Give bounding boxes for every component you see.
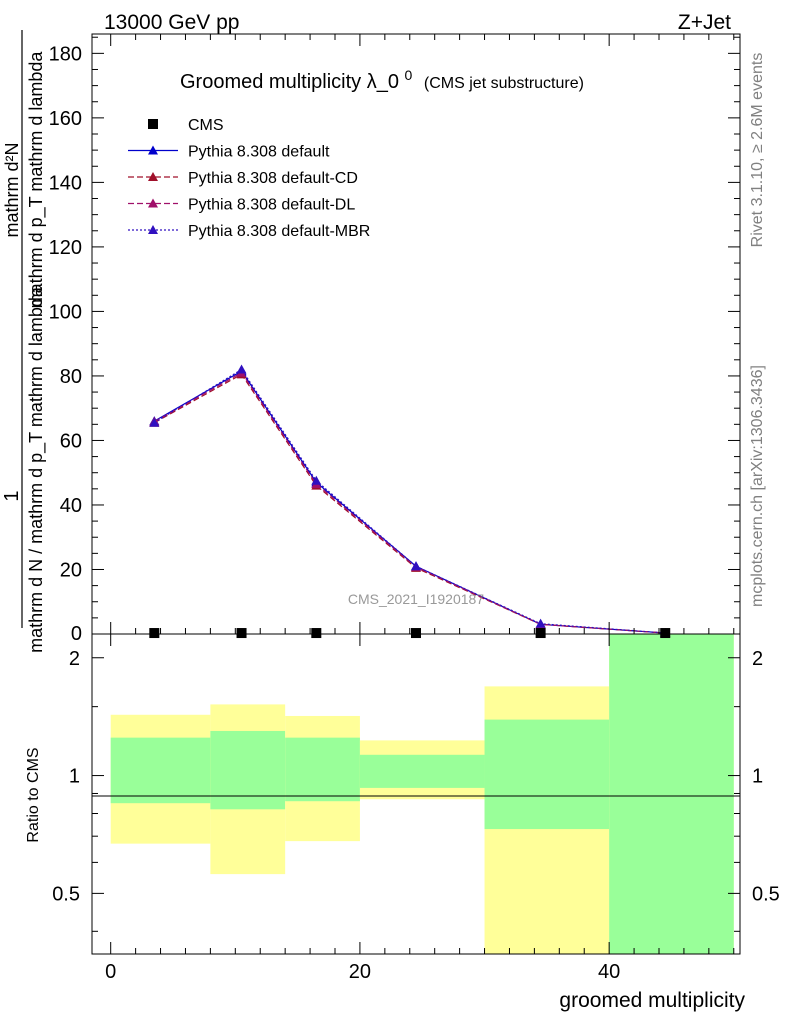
energy-label: 13000 GeV pp — [104, 11, 239, 34]
series-marker — [535, 618, 546, 628]
process-label: Z+Jet — [678, 11, 731, 34]
title-text: Groomed multiplicity — [180, 71, 361, 93]
ratio-tick-label-right: 2 — [752, 648, 763, 670]
green-band-bin — [110, 737, 211, 804]
x-tick-label: 20 — [349, 961, 371, 983]
green-band-bin — [609, 634, 734, 954]
y-tick-label: 40 — [60, 495, 82, 517]
ratio-ylabel: Ratio to CMS — [25, 747, 42, 842]
series-line — [154, 371, 666, 634]
series-marker — [236, 364, 247, 374]
y-tick-label: 60 — [60, 430, 82, 452]
cms-points — [149, 628, 671, 639]
legend-marker — [148, 198, 158, 208]
analysis-watermark: CMS_2021_I1920187 — [348, 591, 484, 607]
legend: CMS Pythia 8.308 default Pythia 8.308 defa… — [128, 117, 370, 240]
legend-marker — [148, 172, 158, 181]
ratio-tick-label-left: 0.5 — [52, 883, 80, 905]
cms-point — [311, 628, 322, 639]
xlabel: groomed multiplicity — [559, 989, 745, 1012]
ratio-tick-label-left: 2 — [69, 648, 80, 670]
cms-point — [149, 628, 160, 639]
ylabel-top-numerator: mathrm d²N — [2, 142, 22, 237]
legend-marker — [148, 145, 158, 155]
ylabel-fraction-1: 1 — [1, 490, 23, 501]
main-ylabel: 1 mathrm d N / mathrm d p_T mathrm d lam… — [1, 30, 47, 653]
legend-label: CMS — [188, 117, 224, 134]
x-tick-label: 40 — [598, 961, 620, 983]
green-band-bin — [484, 719, 610, 830]
y-tick-label: 20 — [60, 559, 82, 581]
green-band-bin — [285, 737, 360, 802]
ylabel-denominator: mathrm d N / mathrm d p_T mathrm d lambd… — [26, 286, 47, 653]
legend-label: Pythia 8.308 default-DL — [188, 197, 355, 214]
chart-title: Groomed multiplicity λ_0 0 (CMS jet subs… — [180, 63, 584, 93]
rivet-label: Rivet 3.1.10, ≥ 2.6M events — [749, 53, 766, 248]
legend-label: Pythia 8.308 default-CD — [188, 170, 358, 187]
title-superscript: 0 — [405, 67, 413, 83]
series-marker — [149, 417, 160, 427]
axis-ticks: 0 20 40 20 40 60 80 100 120 140 160 180 0 0.5 0.5 1 1 2 2 — [49, 34, 780, 983]
y-tick-label: 160 — [49, 108, 82, 130]
uncertainty-bands — [110, 634, 734, 954]
ylabel-top-denominator: mathrm d p_T mathrm d lambda — [26, 51, 47, 309]
ratio-tick-label-right: 0.5 — [752, 883, 780, 905]
cms-point — [411, 628, 421, 639]
y-tick-label: 100 — [49, 301, 82, 323]
cms-point — [660, 628, 671, 639]
cms-point — [535, 628, 546, 639]
y-tick-label: 180 — [49, 43, 82, 65]
legend-cms-marker — [148, 119, 158, 129]
ratio-frame — [91, 633, 741, 955]
green-band-bin — [210, 730, 286, 810]
y-tick-label: 120 — [49, 237, 82, 259]
series-marker — [311, 475, 322, 485]
series-line — [153, 368, 666, 634]
series-marker — [411, 561, 421, 571]
green-band-bin — [359, 754, 485, 788]
title-symbol: λ_0 — [367, 71, 399, 93]
title-subtitle: (CMS jet substructure) — [424, 75, 584, 92]
legend-marker — [148, 225, 158, 234]
y-tick-label: 0 — [71, 623, 82, 645]
y-tick-label: 80 — [60, 366, 82, 388]
x-tick-label: 0 — [105, 961, 116, 983]
legend-label: Pythia 8.308 default — [188, 144, 330, 161]
legend-label: Pythia 8.308 default-MBR — [188, 223, 370, 240]
series-line — [154, 373, 666, 634]
ratio-tick-label-right: 1 — [752, 766, 763, 788]
mcplots-label: mcplots.cern.ch [arXiv:1306.3436] — [749, 365, 766, 607]
y-tick-label: 140 — [49, 172, 82, 194]
cms-point — [236, 628, 247, 639]
ratio-tick-label-left: 1 — [69, 766, 80, 788]
